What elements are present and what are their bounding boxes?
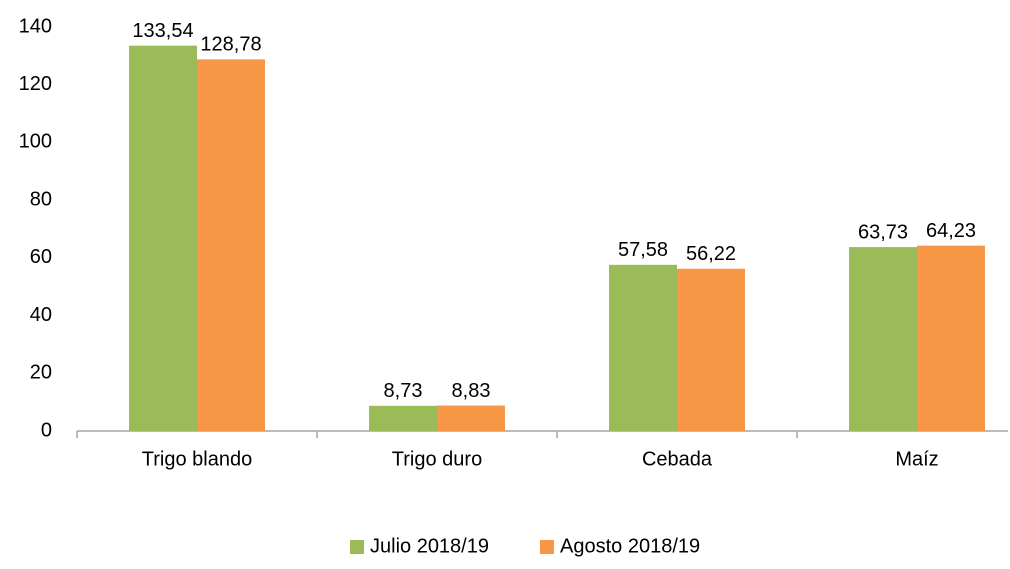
bar <box>437 405 505 431</box>
y-tick-label: 80 <box>30 188 52 210</box>
bar <box>677 268 745 431</box>
legend-swatch <box>540 540 554 554</box>
y-tick-label: 0 <box>41 419 52 441</box>
value-label: 128,78 <box>200 34 261 56</box>
x-tick-label: Cebada <box>642 448 713 470</box>
value-label: 8,83 <box>452 380 491 402</box>
bar <box>917 245 985 431</box>
x-tick-label: Maíz <box>895 448 938 470</box>
bar <box>609 264 677 431</box>
bar <box>849 247 917 431</box>
y-tick-label: 60 <box>30 246 52 268</box>
y-tick-label: 20 <box>30 362 52 384</box>
y-tick-label: 120 <box>19 73 52 95</box>
bar <box>369 405 437 431</box>
value-label: 8,73 <box>384 380 423 402</box>
value-label: 57,58 <box>618 239 668 261</box>
legend-swatch <box>350 540 364 554</box>
x-tick-label: Trigo blando <box>142 448 252 470</box>
x-tick-label: Trigo duro <box>392 448 482 470</box>
value-label: 63,73 <box>858 221 908 243</box>
value-label: 56,22 <box>686 243 736 265</box>
legend-label: Julio 2018/19 <box>370 535 489 557</box>
bar <box>129 45 197 431</box>
bar <box>197 59 265 431</box>
value-label: 133,54 <box>132 20 193 42</box>
y-tick-label: 100 <box>19 131 52 153</box>
y-tick-label: 140 <box>19 15 52 37</box>
value-label: 64,23 <box>926 220 976 242</box>
legend-label: Agosto 2018/19 <box>560 535 700 557</box>
y-tick-label: 40 <box>30 304 52 326</box>
